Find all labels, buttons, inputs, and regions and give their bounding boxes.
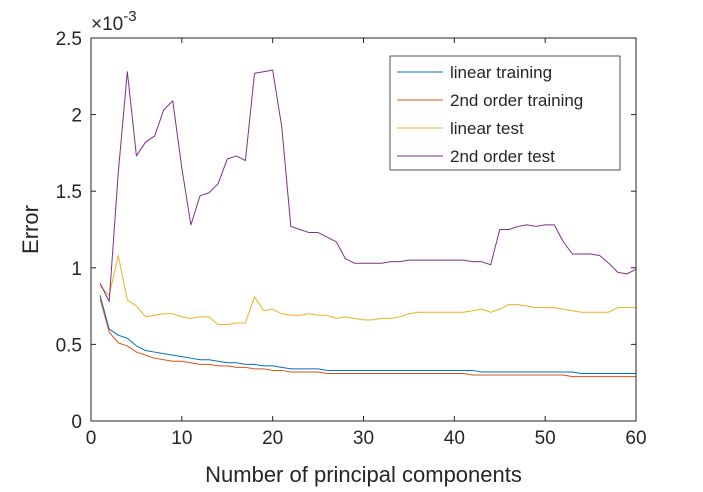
x-axis-label: Number of principal components	[205, 462, 522, 487]
y-exponent-label: ×10-3	[91, 8, 137, 35]
y-axis: 0 0.5 1 1.5 2 2.5	[56, 29, 636, 433]
y-tick-label: 1	[71, 259, 82, 280]
x-tick-label: 0	[86, 428, 97, 449]
x-tick-label: 10	[171, 428, 192, 449]
y-exponent-prefix: ×10	[91, 14, 123, 35]
legend-label-linear-test: linear test	[450, 119, 524, 138]
y-tick-label: 2	[71, 106, 82, 127]
legend-label-2nd-order-training: 2nd order training	[450, 91, 583, 110]
y-exponent-power: -3	[123, 8, 136, 25]
x-tick-label: 20	[262, 428, 283, 449]
series-layer	[99, 69, 637, 378]
series-line-2nd-order-training	[99, 298, 636, 378]
series-line-2nd-order-test	[99, 69, 637, 302]
y-tick-label: 1.5	[56, 182, 82, 203]
x-tick-label: 40	[444, 428, 465, 449]
y-tick-label: 0.5	[56, 335, 82, 356]
x-axis: 0 10 20 30 40 50 60	[86, 38, 647, 449]
y-tick-label: 0	[71, 412, 82, 433]
legend-label-linear-training: linear training	[450, 63, 552, 82]
x-tick-label: 60	[625, 428, 646, 449]
y-tick-label: 2.5	[56, 29, 82, 50]
legend-label-2nd-order-test: 2nd order test	[450, 147, 555, 166]
legend-box	[389, 55, 621, 171]
x-tick-label: 30	[353, 428, 374, 449]
series-line-linear-test	[99, 255, 636, 325]
y-axis-label: Error	[18, 205, 43, 254]
series-line-linear-training	[99, 295, 636, 375]
legend: linear training 2nd order training linear …	[389, 55, 621, 171]
x-tick-label: 50	[535, 428, 556, 449]
